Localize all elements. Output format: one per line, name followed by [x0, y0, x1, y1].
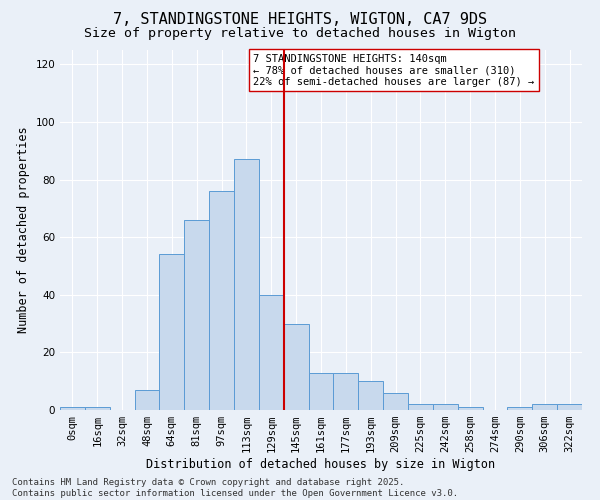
Text: 7, STANDINGSTONE HEIGHTS, WIGTON, CA7 9DS: 7, STANDINGSTONE HEIGHTS, WIGTON, CA7 9D…: [113, 12, 487, 28]
Text: 7 STANDINGSTONE HEIGHTS: 140sqm
← 78% of detached houses are smaller (310)
22% o: 7 STANDINGSTONE HEIGHTS: 140sqm ← 78% of…: [253, 54, 535, 87]
Bar: [284, 324, 308, 410]
Bar: [408, 404, 433, 410]
Bar: [508, 407, 532, 410]
Text: Contains HM Land Registry data © Crown copyright and database right 2025.
Contai: Contains HM Land Registry data © Crown c…: [12, 478, 458, 498]
Text: Size of property relative to detached houses in Wigton: Size of property relative to detached ho…: [84, 28, 516, 40]
Bar: [557, 404, 582, 410]
Bar: [85, 407, 110, 410]
Bar: [209, 191, 234, 410]
Y-axis label: Number of detached properties: Number of detached properties: [17, 126, 30, 334]
Bar: [308, 372, 334, 410]
X-axis label: Distribution of detached houses by size in Wigton: Distribution of detached houses by size …: [146, 458, 496, 471]
Bar: [160, 254, 184, 410]
Bar: [532, 404, 557, 410]
Bar: [184, 220, 209, 410]
Bar: [234, 160, 259, 410]
Bar: [358, 381, 383, 410]
Bar: [433, 404, 458, 410]
Bar: [60, 407, 85, 410]
Bar: [134, 390, 160, 410]
Bar: [383, 392, 408, 410]
Bar: [458, 407, 482, 410]
Bar: [334, 372, 358, 410]
Bar: [259, 295, 284, 410]
